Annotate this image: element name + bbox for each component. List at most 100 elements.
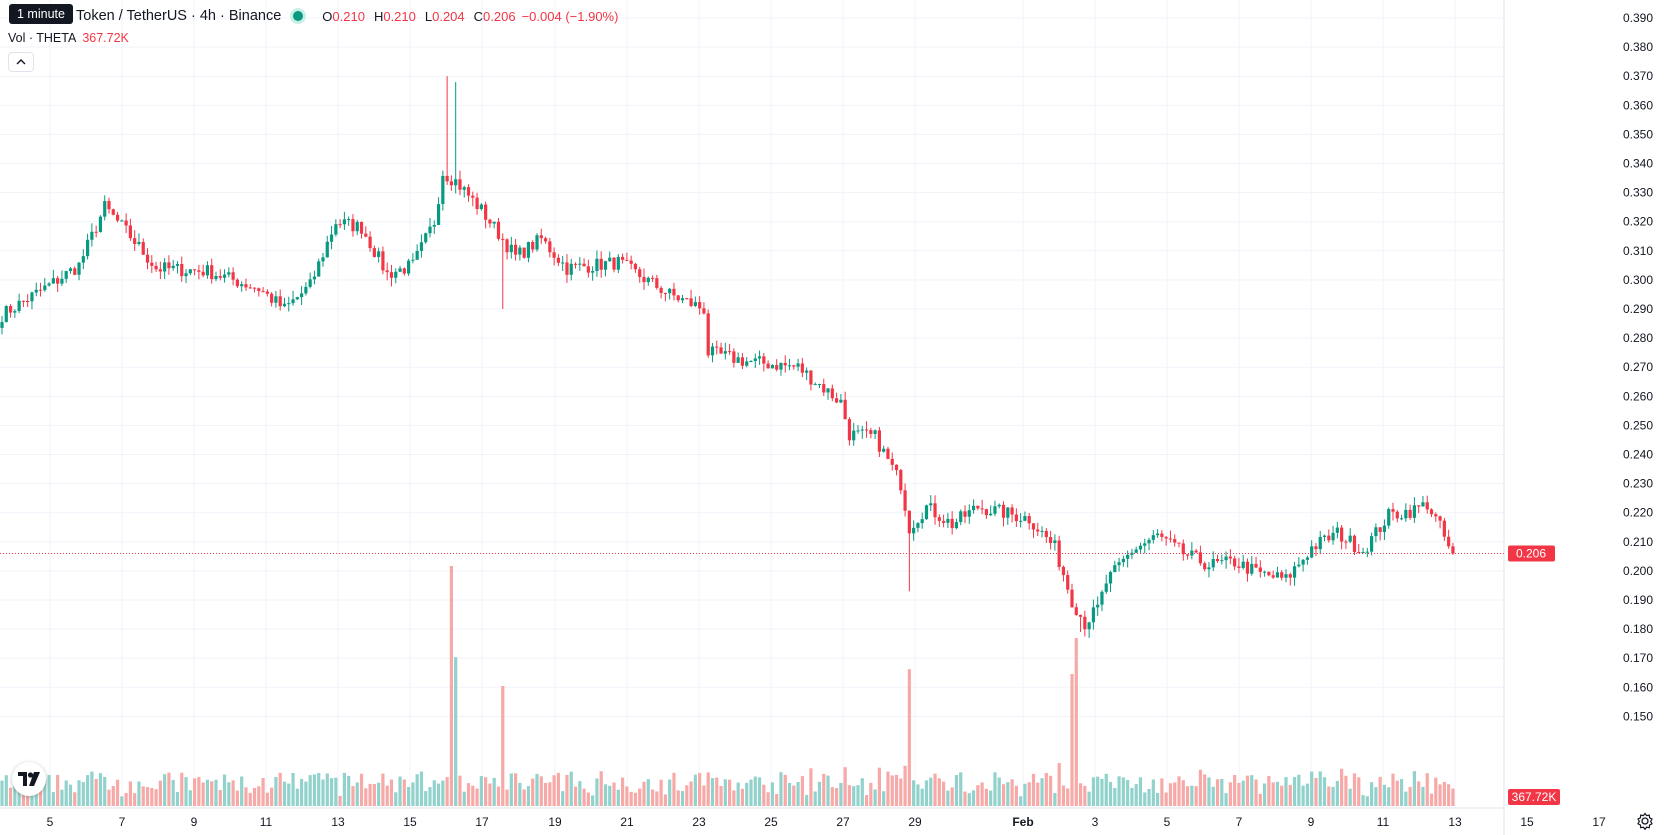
- candle[interactable]: [355, 219, 359, 236]
- candle[interactable]: [60, 270, 64, 287]
- candle[interactable]: [869, 427, 873, 439]
- candle[interactable]: [1100, 590, 1104, 612]
- candle[interactable]: [466, 184, 471, 202]
- collapse-legend-button[interactable]: [8, 52, 34, 72]
- candle[interactable]: [1451, 542, 1455, 555]
- candle[interactable]: [539, 228, 543, 245]
- candle[interactable]: [715, 340, 719, 355]
- candle[interactable]: [154, 261, 158, 272]
- candle[interactable]: [629, 255, 633, 270]
- candle[interactable]: [1023, 511, 1027, 522]
- candle[interactable]: [595, 250, 599, 277]
- candle[interactable]: [1126, 550, 1130, 568]
- candle[interactable]: [1322, 534, 1327, 542]
- candle[interactable]: [723, 342, 727, 360]
- candle[interactable]: [372, 245, 376, 258]
- candle[interactable]: [770, 364, 774, 369]
- candle[interactable]: [501, 233, 505, 309]
- candle[interactable]: [300, 285, 304, 305]
- candle[interactable]: [800, 357, 804, 378]
- candle[interactable]: [492, 221, 496, 229]
- candle[interactable]: [873, 429, 877, 440]
- candle[interactable]: [115, 211, 120, 223]
- candle[interactable]: [993, 500, 997, 517]
- candle[interactable]: [685, 297, 689, 300]
- candle[interactable]: [976, 505, 980, 511]
- candle[interactable]: [886, 446, 890, 460]
- candle[interactable]: [1429, 508, 1434, 518]
- candle[interactable]: [937, 514, 941, 527]
- candle[interactable]: [304, 282, 308, 296]
- candle[interactable]: [548, 237, 552, 258]
- candle[interactable]: [625, 252, 629, 262]
- candle[interactable]: [762, 352, 766, 372]
- candle[interactable]: [989, 505, 993, 517]
- candle[interactable]: [317, 258, 321, 277]
- candle[interactable]: [830, 384, 834, 402]
- candle[interactable]: [51, 269, 55, 284]
- candle[interactable]: [432, 220, 436, 234]
- candle[interactable]: [573, 262, 578, 269]
- candle[interactable]: [1168, 530, 1173, 543]
- candle[interactable]: [929, 495, 933, 512]
- candle[interactable]: [912, 520, 916, 541]
- candle[interactable]: [107, 197, 111, 214]
- candle[interactable]: [1083, 610, 1087, 637]
- candle[interactable]: [1434, 512, 1438, 522]
- candle[interactable]: [1228, 549, 1232, 565]
- candle[interactable]: [672, 282, 676, 301]
- candle[interactable]: [663, 292, 667, 302]
- candle[interactable]: [1310, 540, 1314, 559]
- candle[interactable]: [270, 291, 274, 307]
- candle[interactable]: [852, 422, 856, 446]
- candle[interactable]: [291, 290, 295, 306]
- candle[interactable]: [702, 302, 706, 315]
- candle[interactable]: [1027, 512, 1031, 530]
- candle[interactable]: [646, 276, 650, 286]
- candle[interactable]: [864, 421, 869, 438]
- candle[interactable]: [1352, 534, 1357, 556]
- candle[interactable]: [1442, 517, 1446, 541]
- candle[interactable]: [1078, 614, 1083, 633]
- candle[interactable]: [8, 304, 13, 318]
- candle[interactable]: [415, 244, 419, 260]
- candle[interactable]: [128, 218, 132, 241]
- candle[interactable]: [167, 255, 171, 275]
- candle[interactable]: [1160, 530, 1164, 542]
- candle[interactable]: [843, 391, 847, 420]
- candle[interactable]: [1117, 557, 1121, 572]
- candle[interactable]: [1104, 574, 1108, 594]
- candle[interactable]: [244, 278, 248, 291]
- candle[interactable]: [655, 274, 659, 290]
- candle[interactable]: [1417, 505, 1421, 514]
- candle[interactable]: [997, 503, 1001, 509]
- candle[interactable]: [1271, 570, 1275, 579]
- candle[interactable]: [308, 272, 312, 289]
- candle[interactable]: [1177, 542, 1181, 548]
- candle[interactable]: [736, 352, 740, 363]
- gear-icon[interactable]: [1636, 812, 1654, 831]
- candle[interactable]: [1138, 542, 1143, 553]
- candle[interactable]: [1305, 555, 1309, 565]
- candle[interactable]: [505, 238, 509, 260]
- candle[interactable]: [689, 289, 693, 308]
- candle[interactable]: [642, 268, 646, 290]
- candle[interactable]: [265, 289, 269, 297]
- candle[interactable]: [514, 238, 518, 261]
- candle[interactable]: [1001, 501, 1006, 527]
- candle[interactable]: [732, 348, 736, 368]
- candle[interactable]: [942, 514, 946, 528]
- candle[interactable]: [1250, 556, 1254, 576]
- candle[interactable]: [30, 291, 34, 310]
- candle[interactable]: [1297, 557, 1301, 568]
- candle[interactable]: [659, 286, 663, 299]
- candle[interactable]: [535, 233, 539, 252]
- candle[interactable]: [706, 309, 710, 358]
- candle[interactable]: [775, 359, 779, 372]
- candle[interactable]: [394, 268, 398, 284]
- tradingview-logo-icon[interactable]: [12, 762, 46, 796]
- candle[interactable]: [342, 211, 346, 230]
- candle[interactable]: [1224, 551, 1228, 569]
- candle[interactable]: [582, 258, 586, 267]
- candle[interactable]: [180, 256, 184, 282]
